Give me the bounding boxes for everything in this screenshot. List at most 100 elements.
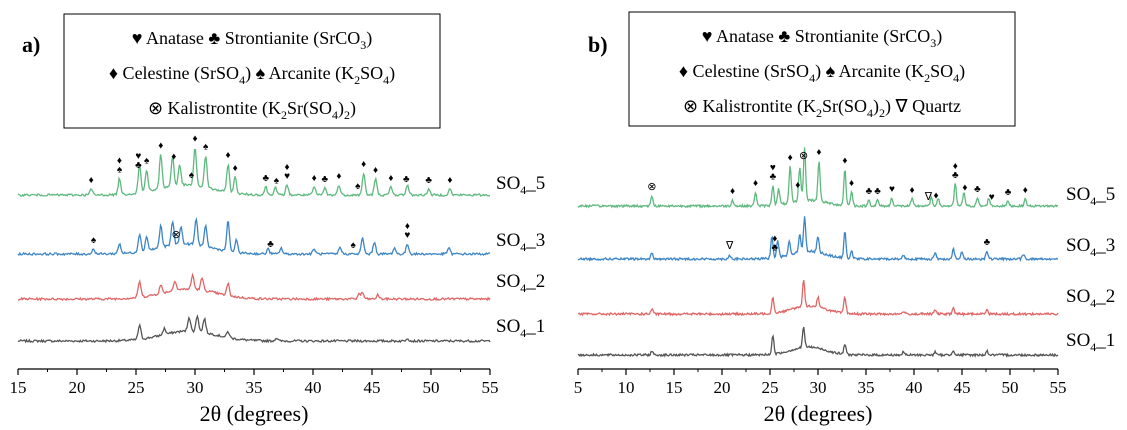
legend-entry: ♦ Celestine (SrSO4) ♠ Arcanite (K2SO4) <box>109 63 395 87</box>
x-tick-label: 15 <box>666 378 683 397</box>
series-label-SO4_5: SO4_5 <box>496 173 545 197</box>
phase-marker: ⊗ <box>172 229 181 241</box>
phase-marker: ♣ <box>952 170 959 181</box>
x-tick-label: 5 <box>574 378 583 397</box>
phase-marker: ♦ <box>934 190 939 201</box>
phase-marker: ♦ <box>1023 185 1028 196</box>
phase-marker: ♣ <box>425 175 432 186</box>
x-axis-label: 2θ (degrees) <box>200 401 309 426</box>
x-tick-label: 30 <box>810 378 827 397</box>
legend-entry: ⊗ Kalistrontite (K2Sr(SO4)2) ∇ Quartz <box>683 96 961 120</box>
phase-marker: ♦ <box>849 178 854 189</box>
phase-marker: ♦ <box>753 178 758 189</box>
series-line-SO4_5 <box>17 149 491 198</box>
phase-marker: ♦ <box>447 175 452 186</box>
phase-marker: ♦ <box>795 180 800 191</box>
phase-marker: ♥ <box>770 162 776 173</box>
phase-marker: ♣ <box>974 184 981 195</box>
legend-entry: ♥ Anatase ♣ Strontianite (SrCO3) <box>132 28 372 52</box>
panel-b: b) ♥ Anatase ♣ Strontianite (SrCO3) ♦ Cele… <box>574 11 1115 426</box>
series-line-SO4_2 <box>577 280 1059 317</box>
phase-marker: ♠ <box>144 156 150 167</box>
series-label-SO4_3: SO4_3 <box>1066 235 1115 259</box>
phase-marker: ♦ <box>730 186 735 197</box>
phase-marker: ♠ <box>274 176 280 187</box>
phase-marker: ♥ <box>404 230 410 241</box>
phase-marker: ∇ <box>725 240 734 252</box>
phase-marker: ♣ <box>866 186 873 197</box>
phase-marker: ♣ <box>135 160 142 171</box>
phase-marker: ⊗ <box>799 150 808 162</box>
phase-marker: ♦ <box>962 183 967 194</box>
phase-marker: ♦ <box>772 234 777 245</box>
phase-marker: ♦ <box>788 153 793 164</box>
phase-marker: ♣ <box>984 237 991 248</box>
x-tick-label: 15 <box>10 378 27 397</box>
legend-entry: ♥ Anatase ♣ Strontianite (SrCO3) <box>702 26 942 50</box>
legend-box <box>63 13 441 129</box>
x-tick-label: 50 <box>423 378 440 397</box>
phase-marker: ♦ <box>405 221 410 232</box>
phase-marker: ♣ <box>874 186 881 197</box>
phase-marker: ♠ <box>203 141 209 152</box>
phase-marker: ♦ <box>225 150 230 161</box>
series-label-SO4_3: SO4_3 <box>496 230 545 254</box>
x-tick-label: 20 <box>69 378 86 397</box>
legend-box <box>628 11 1016 127</box>
x-tick-label: 50 <box>1002 378 1019 397</box>
x-axis-label: 2θ (degrees) <box>764 401 873 426</box>
phase-marker: ♦ <box>158 140 163 151</box>
phase-marker: ♠ <box>355 181 361 192</box>
phase-marker: ♥ <box>889 184 895 195</box>
series-line-SO4_1 <box>17 313 491 344</box>
phase-marker: ♠ <box>189 170 195 181</box>
phase-marker: ♦ <box>312 173 317 184</box>
phase-marker: ♣ <box>1005 187 1012 198</box>
phase-marker: ♦ <box>89 175 94 186</box>
phase-marker: ♦ <box>361 159 366 170</box>
series-label-SO4_2: SO4_2 <box>1066 286 1115 310</box>
x-tick-label: 35 <box>858 378 875 397</box>
phase-marker: ♣ <box>322 174 329 185</box>
phase-marker: ♣ <box>263 173 270 184</box>
phase-marker: ♥ <box>135 151 141 162</box>
phase-marker: ♦ <box>233 163 238 174</box>
x-tick-label: 10 <box>618 378 635 397</box>
phase-marker: ♦ <box>816 147 821 158</box>
x-tick-label: 20 <box>714 378 731 397</box>
phase-marker: ♣ <box>267 239 274 250</box>
phase-marker: ♦ <box>373 165 378 176</box>
series-label-SO4_1: SO4_1 <box>496 316 545 340</box>
phase-marker: ⊗ <box>647 181 656 193</box>
x-tick-label: 40 <box>906 378 923 397</box>
x-tick-label: 30 <box>187 378 204 397</box>
phase-marker: ♠ <box>350 240 356 251</box>
phase-marker: ♠ <box>91 235 97 246</box>
phase-marker: ♠ <box>117 165 123 176</box>
phase-marker: ♣ <box>770 171 777 182</box>
series-label-SO4_1: SO4_1 <box>1066 330 1115 354</box>
x-tick-label: 25 <box>762 378 779 397</box>
phase-marker: ♦ <box>953 161 958 172</box>
x-tick-label: 55 <box>482 378 499 397</box>
phase-marker: ♣ <box>772 243 779 254</box>
series-label-SO4_5: SO4_5 <box>1066 184 1115 208</box>
phase-marker: ♦ <box>842 155 847 166</box>
series-line-SO4_2 <box>18 272 491 302</box>
phase-marker: ♦ <box>284 162 289 173</box>
series-line-SO4_3 <box>577 216 1059 263</box>
x-tick-label: 35 <box>246 378 263 397</box>
legend-entry: ⊗ Kalistrontite (K2Sr(SO4)2) <box>148 98 356 122</box>
phase-marker: ♦ <box>388 173 393 184</box>
x-tick-label: 25 <box>128 378 145 397</box>
series-line-SO4_5 <box>577 147 1058 209</box>
x-tick-label: 45 <box>954 378 971 397</box>
phase-marker: ♦ <box>336 171 341 182</box>
phase-marker: ∇ <box>924 191 933 203</box>
x-tick-label: 45 <box>364 378 381 397</box>
legend-entry: ♦ Celestine (SrSO4) ♠ Arcanite (K2SO4) <box>679 61 965 85</box>
x-tick-label: 40 <box>305 378 322 397</box>
phase-marker: ♦ <box>192 134 197 145</box>
panel-label: a) <box>22 32 40 57</box>
